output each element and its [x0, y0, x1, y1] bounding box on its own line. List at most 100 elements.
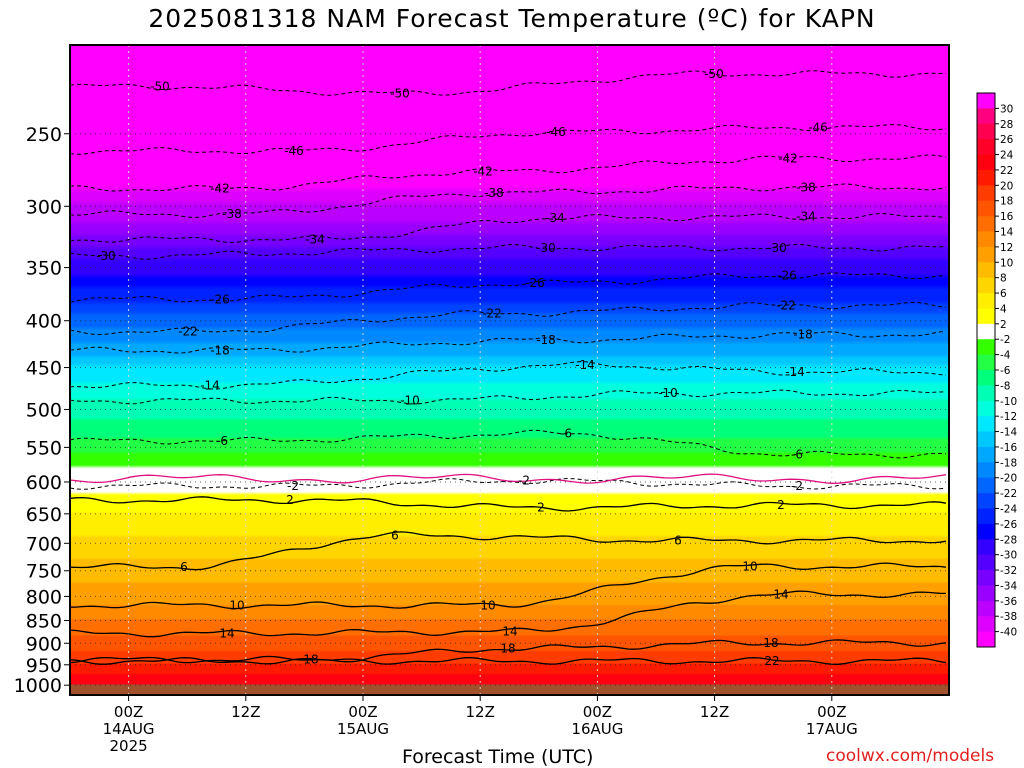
- colorbar-label: -6: [1000, 365, 1011, 377]
- colorbar-label: 26: [1000, 134, 1014, 146]
- isotherm-label: 6: [391, 528, 399, 542]
- isotherm-label: -18: [536, 333, 556, 347]
- isotherm-label: -6: [560, 426, 572, 440]
- colorbar-label: -18: [1000, 457, 1017, 469]
- isotherm-label: -34: [545, 211, 565, 225]
- isotherm-label: 14: [773, 587, 788, 601]
- isotherm-line: [70, 70, 947, 96]
- colorbar-swatch: [977, 539, 995, 556]
- isotherm-line: [70, 272, 947, 303]
- x-tick-label: 16AUG: [571, 720, 623, 738]
- colorbar-label: -16: [1000, 442, 1017, 454]
- isotherm-labels: -50 -50 -50 -46 -46 -46 -42 -42 -42 -38 -38 -38 -34 -…: [96, 67, 828, 668]
- colorbar-label: -20: [1000, 473, 1017, 485]
- ground-surface: [70, 684, 949, 695]
- isotherm-label: 2: [286, 493, 294, 507]
- colorbar-swatch: [977, 585, 995, 602]
- isotherm-line: [70, 657, 947, 665]
- chart-title: 2025081318 NAM Forecast Temperature (ºC)…: [148, 4, 876, 33]
- isotherm-label: -2: [287, 479, 299, 493]
- isotherm-label: -26: [210, 292, 230, 306]
- isotherm-line: [70, 301, 947, 336]
- colorbar-swatch: [977, 400, 995, 417]
- isotherm-label: 10: [480, 598, 495, 612]
- isotherm-label: 10: [742, 559, 757, 573]
- colorbar-label: 30: [1000, 103, 1013, 115]
- isotherm-line: [70, 562, 947, 610]
- y-tick-label: 1000: [14, 675, 62, 697]
- colorbar-swatch: [977, 493, 995, 509]
- isotherm-line: [70, 124, 947, 155]
- y-tick-label: 650: [26, 504, 62, 526]
- colorbar-label: 12: [1000, 242, 1013, 254]
- colorbar-swatch: [977, 185, 995, 202]
- colorbar-swatch: [977, 385, 995, 402]
- colorbar-label: -30: [1000, 550, 1017, 562]
- colorbar-label: 18: [1000, 196, 1013, 208]
- isotherm-line: [70, 330, 947, 354]
- y-tick-label: 750: [26, 561, 62, 583]
- y-tick-label: 300: [26, 196, 62, 218]
- colorbar-swatch: [977, 323, 995, 340]
- y-tick-label: 700: [26, 533, 62, 555]
- x-tick-label: 14AUG: [103, 720, 155, 738]
- isotherm-label: -30: [767, 241, 787, 255]
- colorbar-swatch: [977, 354, 995, 371]
- isotherm-label: 18: [303, 653, 318, 667]
- isotherm-label: -46: [284, 144, 304, 158]
- isotherm-label: 2: [777, 498, 785, 512]
- x-tick-label: 00Z: [114, 703, 143, 721]
- colorbar-swatch: [977, 446, 995, 463]
- isotherm-label: 6: [674, 533, 682, 547]
- colorbar-swatch: [977, 200, 995, 217]
- site-credit[interactable]: coolwx.com/models: [826, 746, 995, 766]
- y-tick-label: 800: [26, 586, 62, 608]
- colorbar: 30 28 26 24 22 20 18 16 14 12 10 8 6 4 2 -2 -4 -6 -8 -10 -12…: [976, 92, 1017, 648]
- colorbar-label: -4: [1000, 350, 1011, 362]
- colorbar-label: -38: [1000, 611, 1017, 623]
- isotherm-line: [70, 496, 947, 512]
- isotherm-line: [70, 361, 947, 390]
- isotherm-label: -46: [808, 120, 828, 134]
- plot-frame: [69, 44, 950, 696]
- colorbar-label: 20: [1000, 180, 1013, 192]
- colorbar-swatch: [977, 169, 995, 186]
- colorbar-label: -8: [1000, 380, 1010, 392]
- y-tick-label: 950: [26, 655, 62, 677]
- isotherm-line: [70, 154, 947, 192]
- colorbar-swatch: [977, 600, 995, 617]
- isotherm-label: -6: [216, 434, 228, 448]
- x-tick-label: 12Z: [466, 703, 495, 721]
- colorbar-label: 28: [1000, 119, 1013, 131]
- isotherm-label: -14: [785, 365, 805, 379]
- isotherm-label: -50: [150, 80, 170, 94]
- colorbar-swatch: [977, 554, 995, 571]
- isotherm-label: -22: [178, 325, 198, 339]
- colorbar-swatch: [977, 508, 995, 525]
- colorbar-swatch: [977, 231, 995, 248]
- y-tick-label: 350: [26, 258, 62, 280]
- y-tick-label: 850: [26, 611, 62, 633]
- y-tick-label: 400: [26, 311, 62, 333]
- y-axis-ticks: 2503003504004505005506006507007508008509…: [14, 124, 70, 697]
- isotherm-label: -26: [777, 268, 797, 282]
- colorbar-swatch: [977, 339, 995, 356]
- colorbar-swatch: [977, 154, 995, 171]
- isotherm-label: -14: [575, 358, 595, 372]
- isotherm-label: -18: [793, 327, 813, 341]
- colorbar-label: 16: [1000, 211, 1014, 223]
- colorbar-swatch: [977, 277, 995, 294]
- y-tick-label: 500: [26, 399, 62, 421]
- x-tick-label: 12Z: [700, 703, 729, 721]
- x-axis-label: Forecast Time (UTC): [402, 746, 594, 768]
- ground-layer: [70, 684, 949, 695]
- colorbar-swatch: [977, 431, 995, 448]
- colorbar-swatch: [977, 293, 995, 309]
- isotherm-line: [70, 213, 947, 244]
- colorbar-swatch: [977, 570, 995, 586]
- colorbar-swatch: [977, 462, 995, 479]
- x-tick-label: 00Z: [817, 703, 846, 721]
- isotherm-label: 14: [502, 625, 517, 639]
